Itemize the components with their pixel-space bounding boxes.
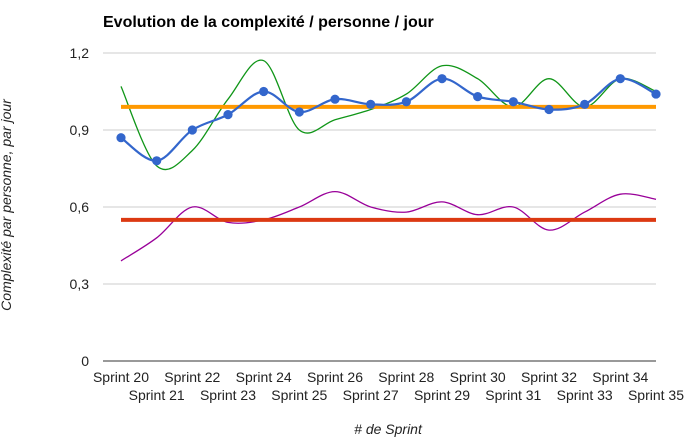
y-tick-label: 0,3 bbox=[70, 276, 90, 292]
data-point bbox=[473, 92, 483, 102]
data-point bbox=[580, 99, 590, 109]
x-tick-label: Sprint 27 bbox=[343, 387, 399, 403]
y-axis-ticks: 0 0,3 0,6 0,9 1,2 bbox=[70, 45, 90, 369]
x-tick-label: Sprint 32 bbox=[521, 369, 577, 385]
x-tick-label: Sprint 23 bbox=[200, 387, 256, 403]
x-tick-label: Sprint 33 bbox=[557, 387, 613, 403]
x-tick-label: Sprint 34 bbox=[592, 369, 648, 385]
x-tick-label: Sprint 30 bbox=[450, 369, 506, 385]
data-point bbox=[223, 110, 233, 120]
data-point bbox=[366, 99, 376, 109]
data-point bbox=[187, 125, 197, 135]
data-point bbox=[544, 104, 554, 115]
x-tick-label: Sprint 31 bbox=[485, 387, 541, 403]
x-tick-label: Sprint 29 bbox=[414, 387, 470, 403]
x-tick-label: Sprint 28 bbox=[378, 369, 434, 385]
data-point bbox=[651, 89, 661, 99]
y-tick-label: 0,9 bbox=[70, 122, 90, 138]
data-point bbox=[401, 97, 411, 107]
y-tick-label: 1,2 bbox=[70, 45, 90, 61]
y-tick-label: 0,6 bbox=[70, 199, 90, 215]
x-tick-label: Sprint 35 bbox=[628, 387, 684, 403]
x-tick-label: Sprint 25 bbox=[271, 387, 327, 403]
series-line bbox=[120, 77, 657, 162]
x-axis-ticks: Sprint 20 Sprint 21 Sprint 22 Sprint 23 Spri… bbox=[93, 369, 684, 403]
x-tick-label: Sprint 26 bbox=[307, 369, 363, 385]
data-point bbox=[259, 86, 269, 97]
series-line bbox=[120, 59, 657, 171]
series-line bbox=[120, 190, 657, 262]
data-point bbox=[437, 74, 447, 84]
series-layer bbox=[116, 59, 661, 262]
y-tick-label: 0 bbox=[81, 353, 89, 369]
data-point bbox=[152, 156, 162, 166]
x-tick-label: Sprint 20 bbox=[93, 369, 149, 385]
data-point bbox=[116, 133, 126, 143]
y-axis-title: Complexité par personne, par jour bbox=[0, 98, 14, 311]
chart-title: Evolution de la complexité / personne / … bbox=[103, 14, 434, 31]
x-axis-title: # de Sprint bbox=[354, 421, 423, 437]
data-point bbox=[508, 97, 518, 107]
data-point bbox=[615, 74, 625, 84]
x-tick-label: Sprint 22 bbox=[164, 369, 220, 385]
data-point bbox=[330, 94, 340, 104]
data-point bbox=[294, 107, 304, 117]
x-tick-label: Sprint 21 bbox=[129, 387, 185, 403]
x-tick-label: Sprint 24 bbox=[236, 369, 292, 385]
